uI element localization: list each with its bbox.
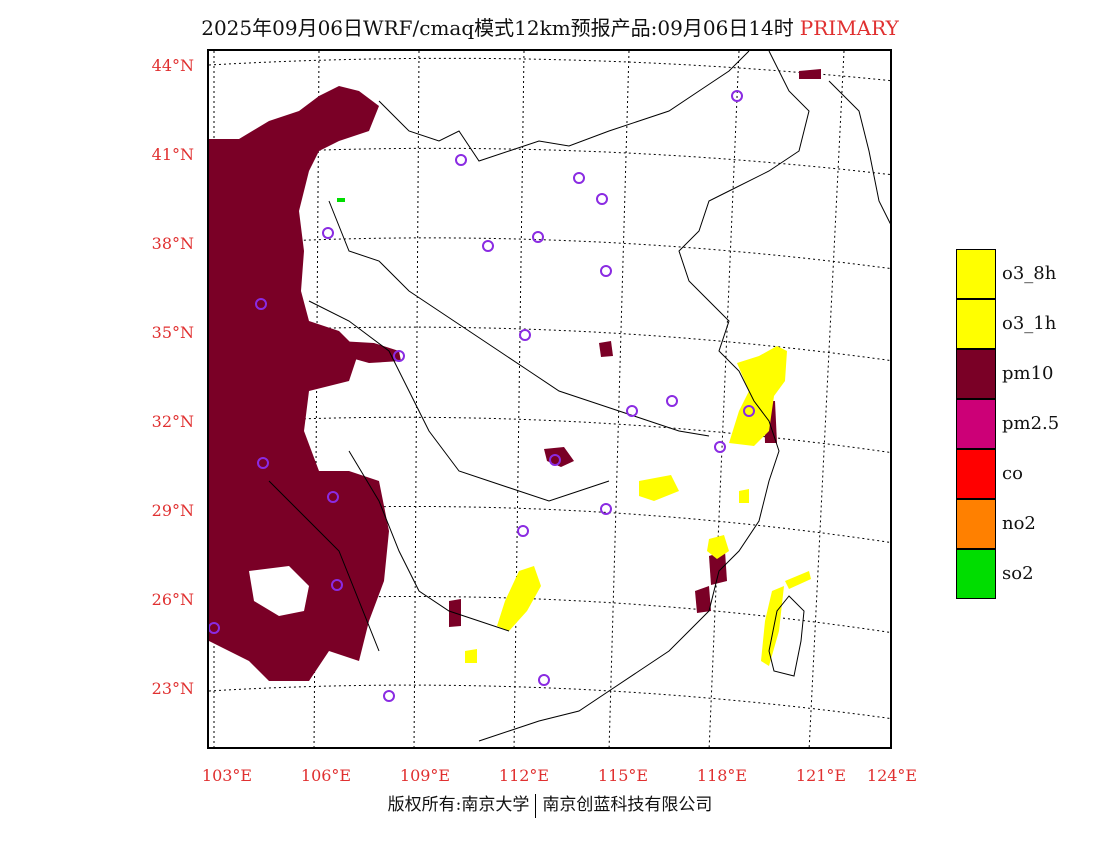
lon-label-124: 124°E — [866, 766, 918, 785]
footer-left: 版权所有:南京大学 — [387, 795, 530, 815]
lat-label-38: 38°N — [151, 234, 194, 253]
lat-label-32: 32°N — [151, 412, 194, 431]
legend-swatch — [956, 399, 996, 449]
title-text: 2025年09月06日WRF/cmaq模式12km预报产品:09月06日14时 — [201, 16, 794, 40]
map-title: 2025年09月06日WRF/cmaq模式12km预报产品:09月06日14时 P… — [0, 12, 1100, 41]
lat-label-44: 44°N — [151, 56, 194, 75]
title-tag: PRIMARY — [799, 16, 899, 40]
lat-label-35: 35°N — [151, 323, 194, 342]
lon-label-118: 118°E — [696, 766, 748, 785]
legend-label: pm10 — [1002, 363, 1054, 384]
legend-swatch — [956, 449, 996, 499]
copyright-footer: 版权所有:南京大学 南京创蓝科技有限公司 — [0, 790, 1100, 818]
lon-label-103: 103°E — [201, 766, 253, 785]
footer-separator — [535, 793, 537, 818]
lon-label-112: 112°E — [498, 766, 550, 785]
legend-label: pm2.5 — [1002, 413, 1060, 434]
legend-swatch — [956, 349, 996, 399]
lon-label-121: 121°E — [795, 766, 847, 785]
legend-swatch — [956, 249, 996, 299]
legend-label: o3_8h — [1002, 263, 1057, 284]
so2-spots — [337, 198, 345, 202]
legend-swatch — [956, 299, 996, 349]
legend-label: so2 — [1002, 563, 1034, 584]
footer-right: 南京创蓝科技有限公司 — [542, 795, 713, 815]
legend-label: o3_1h — [1002, 313, 1057, 334]
map-panel — [207, 49, 892, 749]
city-markers — [209, 90, 755, 702]
legend-label: no2 — [1002, 513, 1036, 534]
pollution-map — [209, 51, 890, 747]
legend-swatch — [956, 549, 996, 599]
clear-areas — [249, 209, 337, 616]
lat-label-23: 23°N — [151, 679, 194, 698]
legend-swatch — [956, 499, 996, 549]
lon-label-115: 115°E — [597, 766, 649, 785]
lat-label-41: 41°N — [151, 145, 194, 164]
lon-label-106: 106°E — [300, 766, 352, 785]
lat-label-26: 26°N — [151, 590, 194, 609]
lat-label-29: 29°N — [151, 501, 194, 520]
ozone-regions — [465, 346, 811, 666]
lon-label-109: 109°E — [399, 766, 451, 785]
boundaries — [268, 51, 890, 742]
legend-label: co — [1002, 463, 1023, 484]
